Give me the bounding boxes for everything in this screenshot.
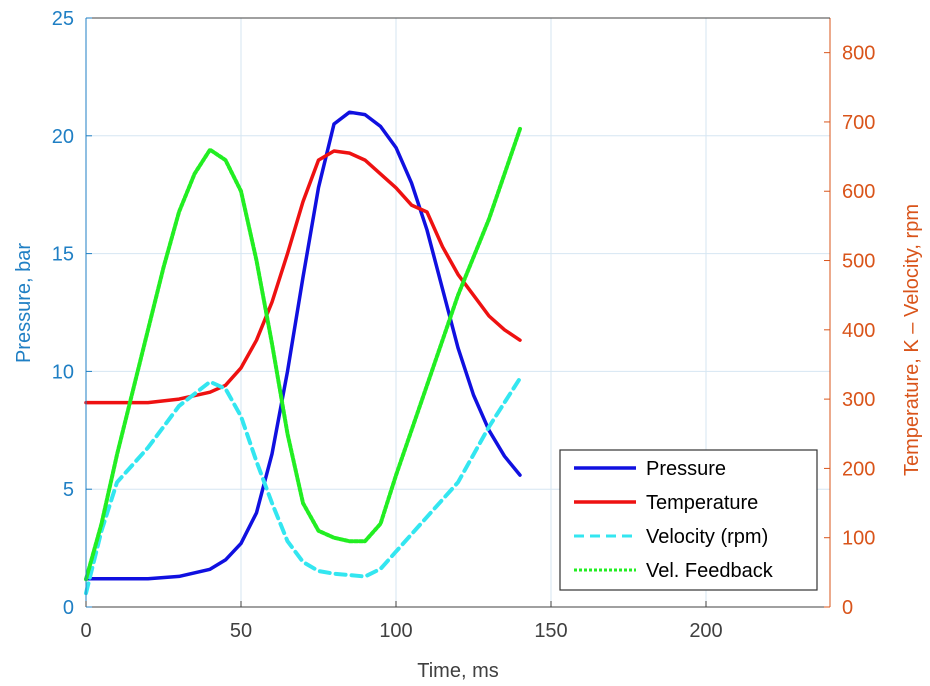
legend-label: Temperature xyxy=(646,492,758,514)
axes xyxy=(85,17,831,608)
y-right-tick-label: 400 xyxy=(842,320,875,342)
series-line-temperature xyxy=(84,149,522,405)
y-right-tick-label: 800 xyxy=(842,43,875,65)
y-left-tick-label: 25 xyxy=(52,8,74,30)
y-left-tick-label: 5 xyxy=(63,479,74,501)
x-tick-label: 0 xyxy=(80,620,91,642)
legend-label: Pressure xyxy=(646,458,726,480)
y-right-tick-label: 200 xyxy=(842,458,875,480)
x-tick-label: 50 xyxy=(230,620,252,642)
y-right-tick-label: 100 xyxy=(842,528,875,550)
series-line-velocity-rpm xyxy=(84,376,522,596)
x-tick-label: 200 xyxy=(689,620,722,642)
y-right-tick-label: 300 xyxy=(842,389,875,411)
y-left-tick-label: 15 xyxy=(52,244,74,266)
x-tick-label: 150 xyxy=(534,620,567,642)
plot-series xyxy=(84,110,522,596)
y-left-tick-label: 0 xyxy=(63,597,74,619)
legend: Pressure Temperature Velocity (rpm) Vel. Fe… xyxy=(559,449,818,591)
legend-label: Vel. Feedback xyxy=(646,560,774,582)
y-left-tick-label: 10 xyxy=(52,361,74,383)
x-axis-label: Time, ms xyxy=(417,660,498,682)
tick-labels: 0 50 100 150 200 0 5 10 15 20 25 0 100 200 300 400 500 60… xyxy=(52,8,876,642)
y-right-tick-label: 700 xyxy=(842,112,875,134)
y-axis-right-label: Temperature, K – Velocity, rpm xyxy=(901,204,923,476)
y-axis-left-label: Pressure, bar xyxy=(13,243,35,363)
y-left-tick-label: 20 xyxy=(52,126,74,148)
series-line-pressure xyxy=(84,110,522,581)
y-right-tick-label: 500 xyxy=(842,251,875,273)
legend-items: Pressure Temperature Velocity (rpm) Vel. Fe… xyxy=(574,458,774,582)
legend-box xyxy=(559,449,818,591)
y-right-tick-label: 0 xyxy=(842,597,853,619)
series-line-vel-feedback xyxy=(84,126,522,582)
x-tick-label: 100 xyxy=(379,620,412,642)
legend-label: Velocity (rpm) xyxy=(646,526,768,548)
y-right-tick-label: 600 xyxy=(842,181,875,203)
